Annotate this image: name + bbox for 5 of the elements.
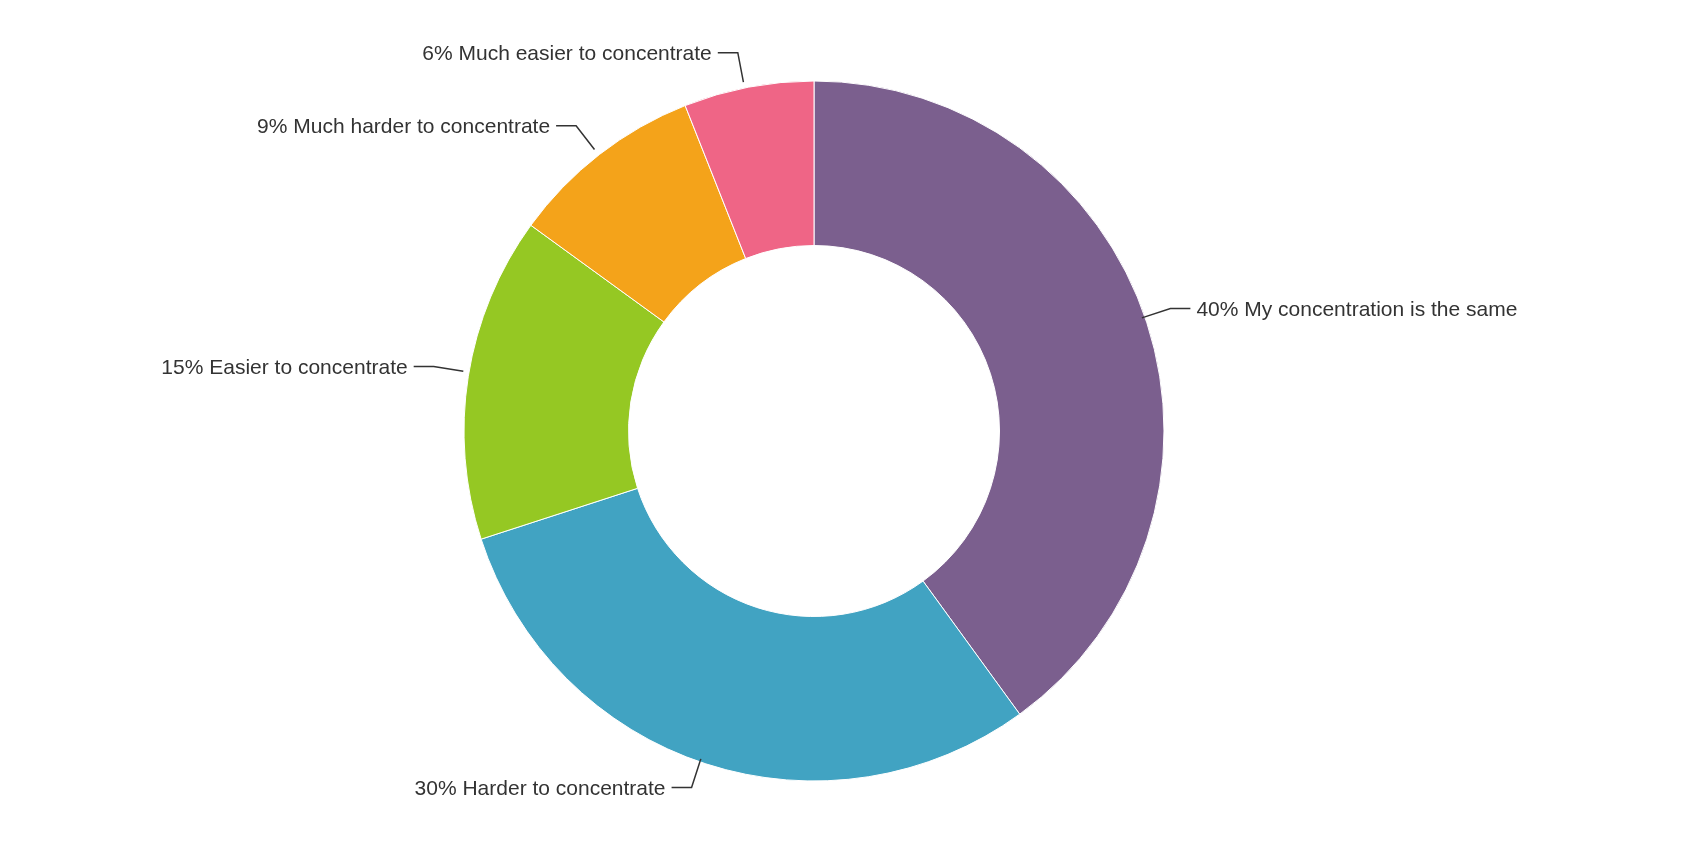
slice-label: 6% Much easier to concentrate: [422, 41, 712, 65]
slice-label: 40% My concentration is the same: [1196, 296, 1518, 320]
slice-label: 9% Much harder to concentrate: [257, 114, 551, 138]
slice-label: 15% Easier to concentrate: [161, 354, 408, 378]
slice-label: 30% Harder to concentrate: [414, 775, 666, 799]
